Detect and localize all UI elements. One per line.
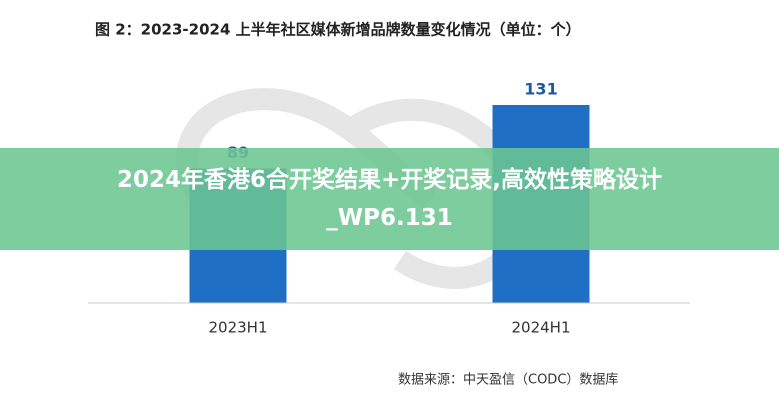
value-label: 131 — [524, 80, 557, 99]
source: 数据来源：中天盈信（CODC）数据库 — [398, 372, 618, 388]
chart-title: 图 2：2023-2024 上半年社区媒体新增品牌数量变化情况（单位：个） — [95, 21, 581, 39]
overlay-banner: 2024年香港6合开奖结果+开奖记录,高效性策略设计 _WP6.131 — [0, 148, 779, 250]
x-tick-label: 2023H1 — [209, 319, 268, 337]
x-tick-label: 2024H1 — [512, 319, 571, 337]
overlay-text: _WP6.131 — [326, 205, 453, 231]
overlay-text: 2024年香港6合开奖结果+开奖记录,高效性策略设计 — [116, 167, 663, 193]
